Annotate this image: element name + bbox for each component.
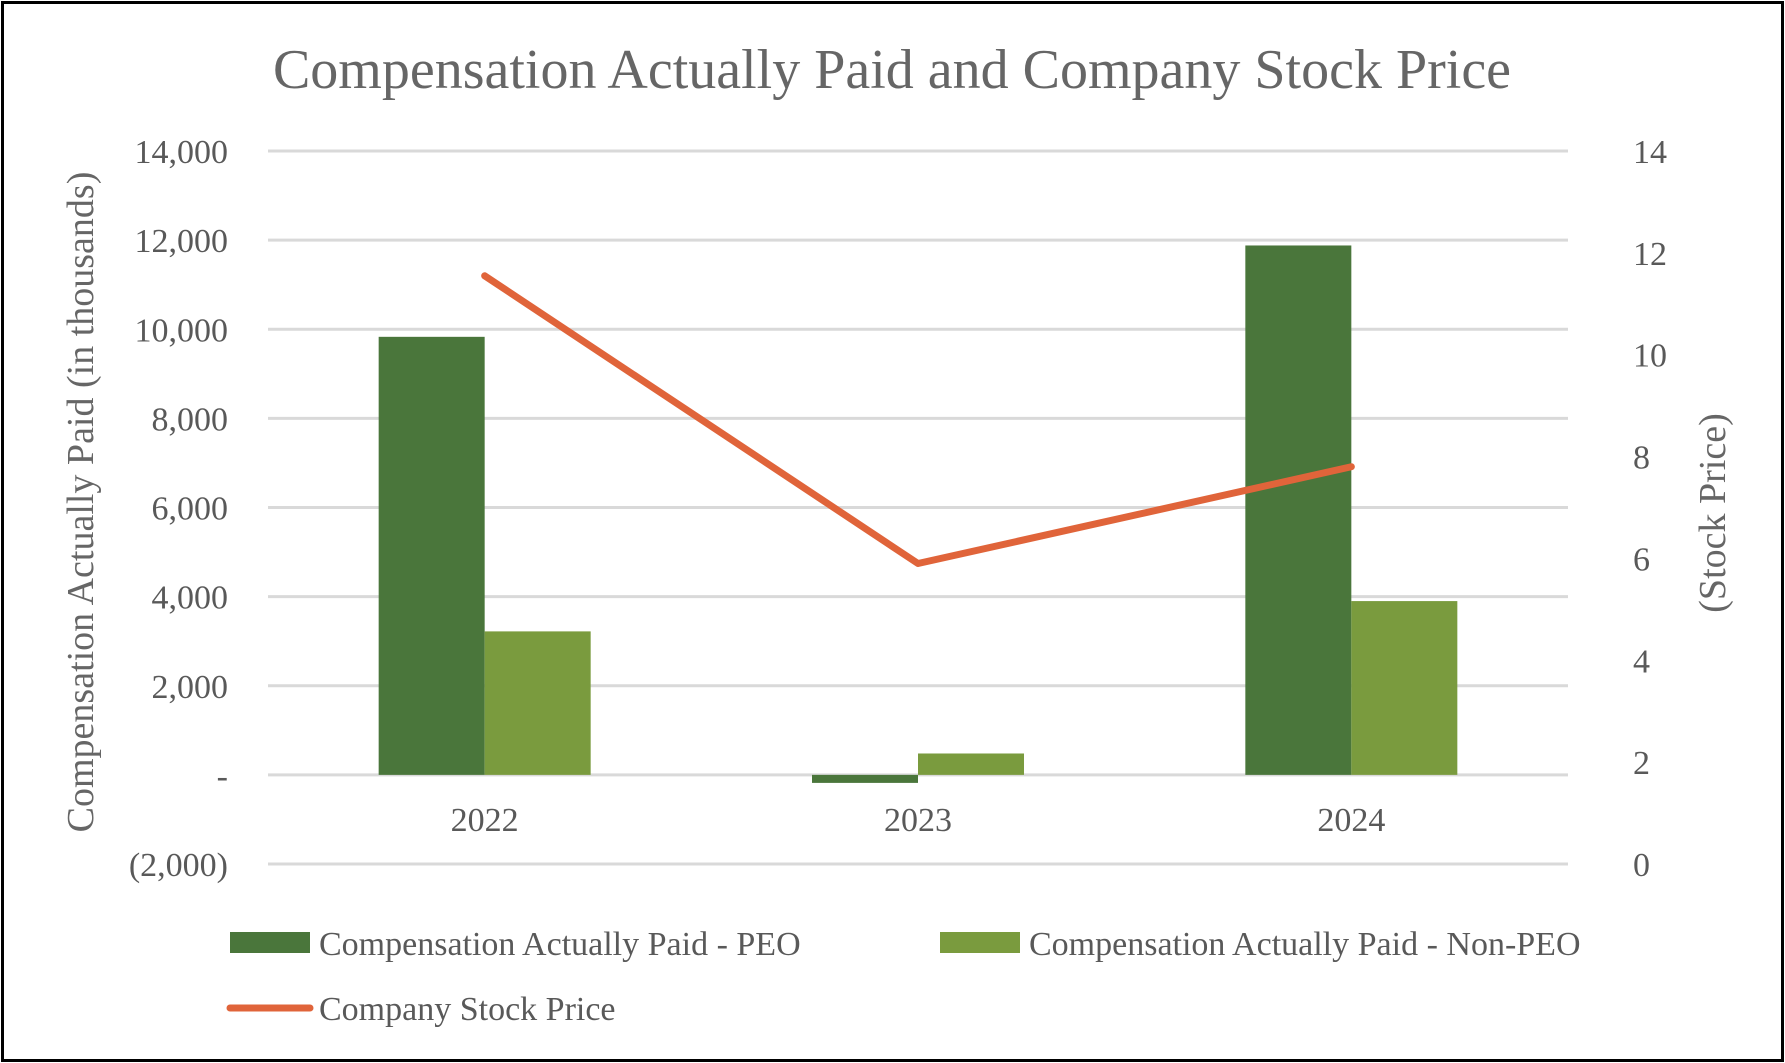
y-tick-label: -: [217, 758, 228, 795]
y2-tick-label: 2: [1633, 745, 1650, 782]
y2-tick-label: 0: [1633, 847, 1650, 884]
bar-series: [378, 245, 1458, 783]
legend-stock-price-label: Company Stock Price: [319, 991, 616, 1028]
y2-tick-label: 10: [1633, 338, 1667, 375]
y2-axis-ticks: 14 12 10 8 6 4 2 0: [1633, 134, 1667, 884]
bar-peo: [378, 336, 485, 775]
x-tick-label: 2024: [1317, 802, 1385, 839]
y-tick-label: 4,000: [152, 580, 229, 617]
bar-non-peo: [484, 631, 591, 775]
y-axis-label: Compensation Actually Paid (in thousands…: [60, 172, 102, 833]
y-tick-label: 12,000: [135, 223, 229, 260]
y2-tick-label: 12: [1633, 236, 1667, 273]
x-tick-label: 2023: [884, 802, 952, 839]
legend-peo-swatch: [230, 932, 310, 953]
bar-peo: [1245, 245, 1352, 775]
legend-non-peo-label: Compensation Actually Paid - Non-PEO: [1029, 926, 1581, 963]
legend-non-peo-swatch: [940, 932, 1020, 953]
bar-peo: [812, 774, 918, 783]
legend-peo-label: Compensation Actually Paid - PEO: [319, 926, 801, 963]
y-tick-label: (2,000): [129, 847, 228, 884]
y2-tick-label: 6: [1633, 541, 1650, 578]
x-axis-ticks: 2022 2023 2024: [451, 802, 1386, 839]
y2-tick-label: 4: [1633, 643, 1650, 680]
stock-price-line: [481, 272, 1355, 568]
chart-title: Compensation Actually Paid and Company S…: [273, 39, 1511, 101]
y-axis-ticks: 14,000 12,000 10,000 8,000 6,000 4,000 2,000 - (…: [129, 134, 228, 884]
y-tick-label: 14,000: [135, 134, 229, 171]
y-tick-label: 2,000: [152, 669, 229, 706]
y-tick-label: 6,000: [152, 491, 229, 528]
y2-axis-label: (Stock Price): [1692, 413, 1734, 612]
line-series: [481, 272, 1355, 568]
x-tick-label: 2022: [451, 802, 519, 839]
y-tick-label: 8,000: [152, 401, 229, 438]
bar-non-peo: [918, 753, 1024, 775]
y2-tick-label: 8: [1633, 440, 1650, 477]
bar-non-peo: [1351, 601, 1458, 775]
y2-tick-label: 14: [1633, 134, 1667, 171]
legend: Compensation Actually Paid - PEO Compens…: [226, 926, 1581, 1028]
y-tick-label: 10,000: [135, 312, 229, 349]
